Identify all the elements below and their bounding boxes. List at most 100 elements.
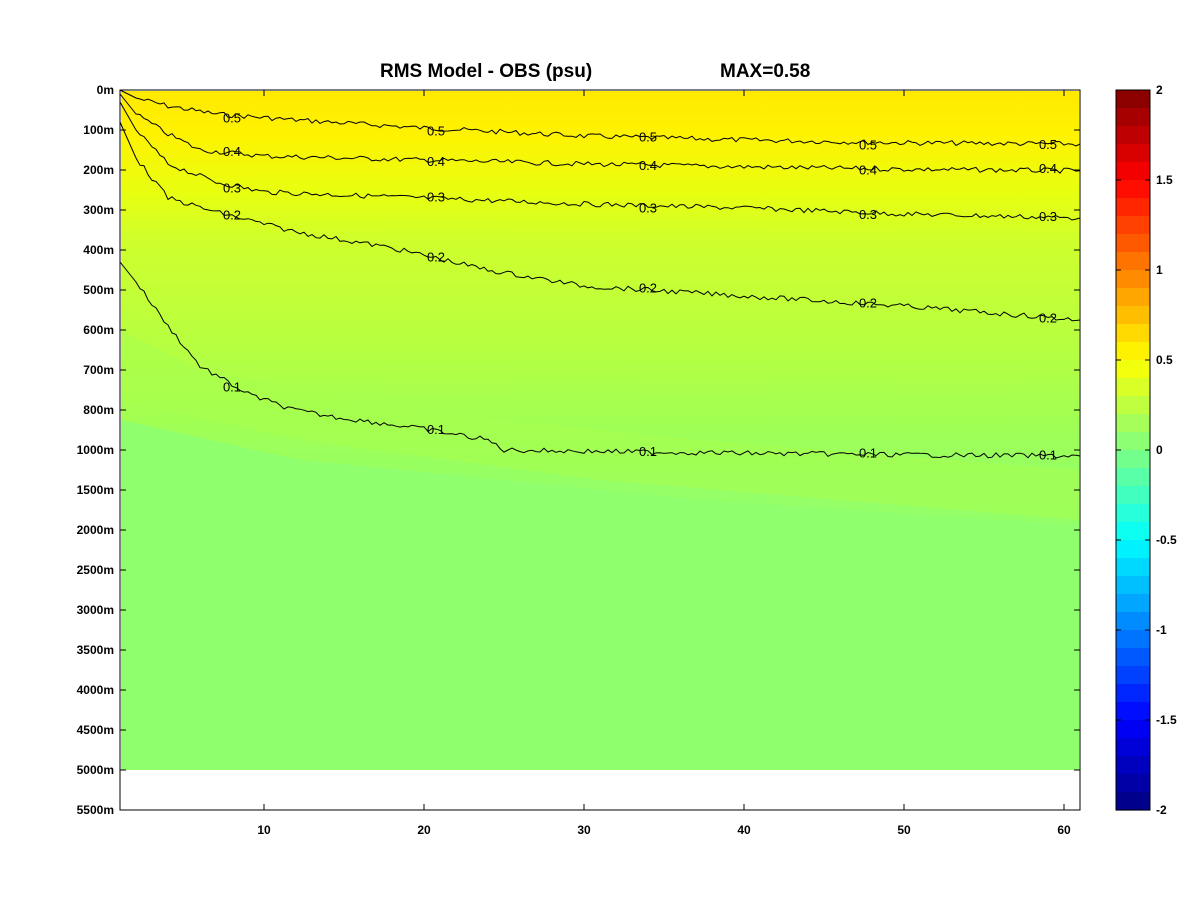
colorbar-swatch — [1116, 612, 1150, 631]
x-axis: 10 20 30 40 50 60 — [257, 90, 1071, 837]
colorbar-swatch — [1116, 414, 1150, 433]
x-tick-label: 10 — [257, 823, 271, 837]
colorbar-swatch — [1116, 594, 1150, 613]
colorbar-swatch — [1116, 774, 1150, 793]
colorbar-swatch — [1116, 342, 1150, 361]
colorbar-tick-label: 0 — [1156, 443, 1163, 457]
contour-label: 0.2 — [223, 208, 241, 223]
colorbar-swatch — [1116, 108, 1150, 127]
y-tick-label: 5500m — [77, 803, 114, 817]
y-tick-label: 400m — [83, 243, 114, 257]
y-tick-label: 700m — [83, 363, 114, 377]
colorbar-swatch — [1116, 432, 1150, 451]
chart-title: RMS Model - OBS (psu) — [380, 61, 592, 82]
colorbar-swatch — [1116, 468, 1150, 487]
colorbar-tick-label: -0.5 — [1156, 533, 1177, 547]
colorbar-axis: 2 1.5 1 0.5 0 -0.5 -1 -1.5 -2 — [1116, 83, 1177, 817]
colorbar-swatch — [1116, 216, 1150, 235]
y-tick-label: 1000m — [77, 443, 114, 457]
y-tick-label: 1500m — [77, 483, 114, 497]
contour-label: 0.1 — [639, 444, 657, 459]
mid-band-shading — [121, 330, 1079, 520]
y-tick-label: 4000m — [77, 683, 114, 697]
colorbar-swatch — [1116, 486, 1150, 505]
x-tick-label: 40 — [737, 823, 751, 837]
x-tick-label: 60 — [1057, 823, 1071, 837]
colorbar-swatch — [1116, 90, 1150, 109]
contour-line — [119, 101, 1081, 221]
contour-label: 0.5 — [427, 123, 445, 138]
y-axis: 0m 100m 200m 300m 400m 500m 600m 700m 800m 1000m 1… — [77, 83, 1080, 817]
colorbar-swatch — [1116, 324, 1150, 343]
contour-line — [119, 261, 1081, 459]
y-tick-label: 100m — [83, 123, 114, 137]
y-tick-label: 300m — [83, 203, 114, 217]
y-tick-label: 600m — [83, 323, 114, 337]
contour-label: 0.1 — [427, 422, 445, 437]
y-tick-label: 5000m — [77, 763, 114, 777]
contour-label: 0.2 — [427, 250, 445, 265]
contour-label: 0.4 — [639, 158, 657, 173]
colorbar-tick-label: -1.5 — [1156, 713, 1177, 727]
colorbar-swatch — [1116, 756, 1150, 775]
colorbar-swatch — [1116, 360, 1150, 379]
colorbar-swatch — [1116, 180, 1150, 199]
colorbar — [1116, 90, 1150, 811]
colorbar-swatch — [1116, 630, 1150, 649]
colorbar-swatch — [1116, 792, 1150, 811]
colorbar-swatch — [1116, 720, 1150, 739]
colorbar-swatch — [1116, 648, 1150, 667]
colorbar-swatch — [1116, 306, 1150, 325]
colorbar-swatch — [1116, 396, 1150, 415]
x-tick-label: 50 — [897, 823, 911, 837]
y-tick-label: 500m — [83, 283, 114, 297]
deep-band-shading — [121, 420, 1079, 770]
y-tick-label: 200m — [83, 163, 114, 177]
contour-label: 0.2 — [639, 281, 657, 296]
colorbar-swatch — [1116, 522, 1150, 541]
colorbar-swatch — [1116, 666, 1150, 685]
colorbar-swatch — [1116, 378, 1150, 397]
contour-label: 0.3 — [223, 180, 241, 195]
colorbar-swatch — [1116, 288, 1150, 307]
contour-label: 0.3 — [1039, 209, 1057, 224]
contour-line — [119, 121, 1081, 322]
colorbar-swatch — [1116, 450, 1150, 469]
max-annotation: MAX=0.58 — [720, 61, 810, 82]
colorbar-swatch — [1116, 126, 1150, 145]
colorbar-swatch — [1116, 702, 1150, 721]
colorbar-swatch — [1116, 576, 1150, 595]
contour-label: 0.5 — [859, 138, 877, 153]
colorbar-tick-label: 1.5 — [1156, 173, 1173, 187]
contour-label: 0.2 — [859, 295, 877, 310]
contour-label: 0.1 — [859, 446, 877, 461]
colorbar-swatch — [1116, 252, 1150, 271]
contour-label: 0.5 — [1039, 137, 1057, 152]
x-tick-label: 20 — [417, 823, 431, 837]
contour-label: 0.4 — [427, 154, 445, 169]
contour-lines — [119, 89, 1081, 459]
colorbar-tick-label: -1 — [1156, 623, 1167, 637]
colorbar-tick-label: 1 — [1156, 263, 1163, 277]
y-tick-label: 3500m — [77, 643, 114, 657]
colorbar-swatch — [1116, 684, 1150, 703]
contour-label: 0.1 — [223, 379, 241, 394]
contour-label: 0.4 — [859, 163, 877, 178]
colorbar-tick-label: -2 — [1156, 803, 1167, 817]
contour-label: 0.3 — [427, 189, 445, 204]
contour-line — [119, 93, 1081, 174]
contour-label: 0.5 — [223, 111, 241, 126]
contour-labels: 0.5 0.5 0.5 0.5 0.5 0.4 0.4 0.4 0.4 0.4 0.3 0.3 0.3 0… — [223, 111, 1057, 463]
y-tick-label: 3000m — [77, 603, 114, 617]
contour-label: 0.3 — [639, 200, 657, 215]
colorbar-swatch — [1116, 198, 1150, 217]
colorbar-swatch — [1116, 558, 1150, 577]
y-tick-label: 800m — [83, 403, 114, 417]
y-tick-label: 2000m — [77, 523, 114, 537]
x-tick-label: 30 — [577, 823, 591, 837]
contour-label: 0.3 — [859, 207, 877, 222]
contour-label: 0.2 — [1039, 311, 1057, 326]
contour-line — [119, 89, 1081, 147]
colorbar-swatch — [1116, 504, 1150, 523]
